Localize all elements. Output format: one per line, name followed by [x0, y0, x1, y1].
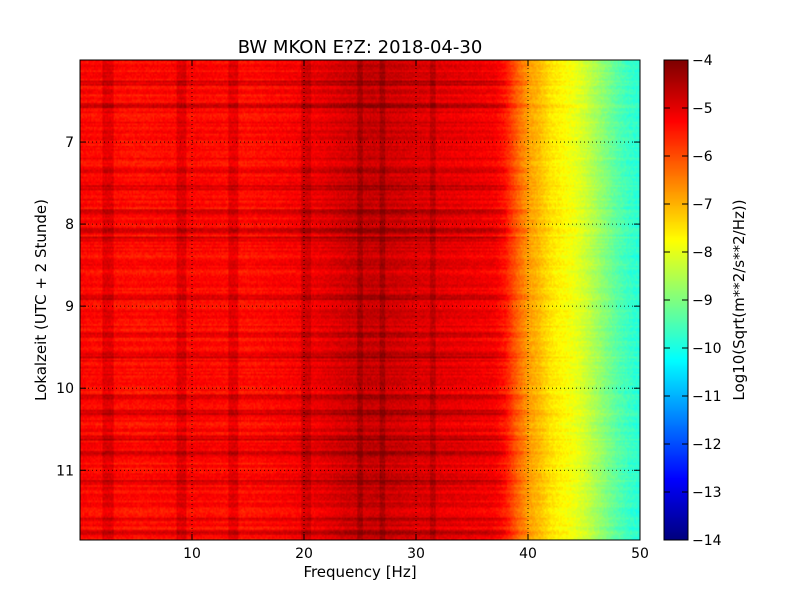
x-tick-label: 20: [295, 546, 313, 562]
colorbar-tick-label: −11: [692, 389, 722, 405]
colorbar-tick-label: −10: [692, 341, 722, 357]
colorbar-tick-label: −4: [692, 53, 713, 69]
colorbar-ticks: −4 −5 −6 −7 −8 −9 −10 −11 −12 −13 −14: [664, 53, 722, 549]
colorbar-tick-label: −14: [692, 533, 722, 549]
colorbar-tick-label: −5: [692, 101, 713, 117]
x-tick-label: 50: [631, 546, 649, 562]
x-axis-label: Frequency [Hz]: [303, 563, 416, 581]
y-tick-label: 10: [56, 381, 74, 397]
colorbar-label: Log10(Sqrt(m**2/s**2/Hz)): [730, 199, 748, 400]
colorbar-tick-label: −12: [692, 437, 722, 453]
colorbar-tick-label: −9: [692, 293, 713, 309]
y-tick-label: 9: [65, 299, 74, 315]
colorbar: −4 −5 −6 −7 −8 −9 −10 −11 −12 −13 −14 Log10(Sqrt(m…: [663, 53, 748, 549]
x-axis: 10 20 30 40 50: [183, 60, 649, 562]
colorbar-tick-label: −13: [692, 485, 722, 501]
y-axis-label: Lokalzeit (UTC + 2 Stunde): [32, 199, 50, 401]
y-tick-label: 11: [56, 463, 74, 479]
y-tick-label: 8: [65, 217, 74, 233]
colorbar-tick-label: −6: [692, 149, 713, 165]
plot-frame: [79, 59, 641, 541]
x-tick-label: 40: [519, 546, 537, 562]
x-tick-label: 10: [183, 546, 201, 562]
heatmap-raster: [80, 60, 640, 540]
y-tick-label: 7: [65, 135, 74, 151]
grid-lines: [80, 60, 640, 540]
x-tick-label: 30: [407, 546, 425, 562]
colorbar-tick-label: −7: [692, 197, 713, 213]
chart-title: BW MKON E?Z: 2018-04-30: [238, 37, 483, 58]
y-axis: 7 8 9 10 11: [56, 135, 640, 479]
colorbar-tick-label: −8: [692, 245, 713, 261]
plot-area: [79, 59, 641, 541]
